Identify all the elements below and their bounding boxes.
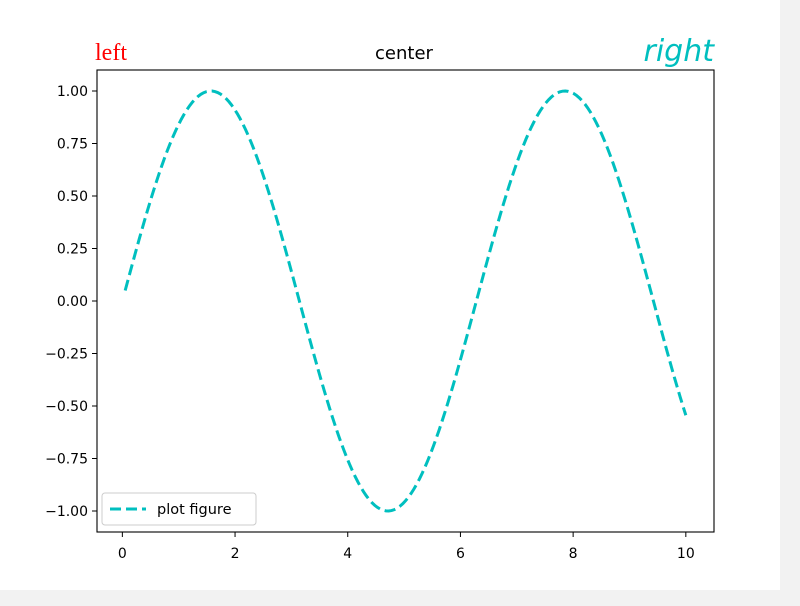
figure-background: left center right 1.00 0.75 0.50 0.25 0.00 −0… xyxy=(0,0,780,590)
y-axis-ticks: 1.00 0.75 0.50 0.25 0.00 −0.25 −0.50 −0.75 −1.00 xyxy=(45,84,97,520)
legend-box xyxy=(101,492,257,526)
y-tick-label: −0.75 xyxy=(45,452,88,468)
legend: plot figure xyxy=(101,492,257,526)
x-axis-ticks: 0 2 4 6 8 10 xyxy=(118,532,695,562)
x-tick-label: 8 xyxy=(569,546,578,562)
y-tick-label: 0.75 xyxy=(57,137,88,153)
title-center: center xyxy=(375,43,434,64)
y-tick-label: 0.00 xyxy=(57,294,88,310)
sine-chart: left center right 1.00 0.75 0.50 0.25 0.00 −0… xyxy=(45,34,716,562)
window-bottom-margin xyxy=(0,590,800,606)
title-left: left xyxy=(95,40,127,66)
window-right-margin xyxy=(780,0,800,606)
y-tick-label: 1.00 xyxy=(57,84,88,100)
legend-label: plot figure xyxy=(157,502,232,518)
y-tick-label: 0.50 xyxy=(57,189,88,205)
title-right: right xyxy=(644,34,716,69)
x-tick-label: 4 xyxy=(343,546,352,562)
sine-series-line xyxy=(123,89,688,513)
y-tick-label: −0.50 xyxy=(45,399,88,415)
x-tick-label: 2 xyxy=(231,546,240,562)
x-tick-label: 6 xyxy=(456,546,465,562)
x-tick-label: 0 xyxy=(118,546,127,562)
y-tick-label: 0.25 xyxy=(57,242,88,258)
y-tick-label: −0.25 xyxy=(45,347,88,363)
y-tick-label: −1.00 xyxy=(45,504,88,520)
x-tick-label: 10 xyxy=(677,546,695,562)
plot-area-frame xyxy=(96,69,715,533)
